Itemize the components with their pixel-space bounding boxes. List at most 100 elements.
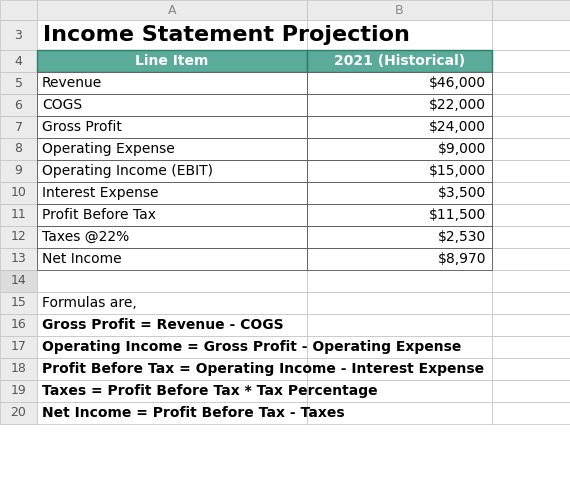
Text: Gross Profit = Revenue - COGS: Gross Profit = Revenue - COGS bbox=[42, 318, 284, 332]
Bar bbox=[37, 292, 307, 314]
Bar bbox=[37, 248, 307, 270]
Bar bbox=[37, 160, 307, 182]
Text: Formulas are,: Formulas are, bbox=[42, 296, 137, 310]
Bar bbox=[37, 20, 307, 50]
Bar bbox=[37, 204, 307, 226]
Bar bbox=[307, 138, 492, 160]
Bar bbox=[492, 358, 570, 380]
Bar bbox=[0, 138, 37, 160]
Bar bbox=[492, 116, 570, 138]
Text: $11,500: $11,500 bbox=[429, 208, 486, 222]
Bar bbox=[37, 182, 307, 204]
Bar bbox=[307, 270, 492, 292]
Bar bbox=[307, 0, 492, 20]
Bar bbox=[492, 402, 570, 424]
Text: 6: 6 bbox=[15, 98, 22, 111]
Text: $3,500: $3,500 bbox=[438, 186, 486, 200]
Bar bbox=[492, 0, 570, 20]
Bar bbox=[307, 50, 492, 72]
Text: $9,000: $9,000 bbox=[438, 142, 486, 156]
Bar bbox=[307, 402, 492, 424]
Bar bbox=[307, 314, 492, 336]
Bar bbox=[307, 292, 492, 314]
Bar bbox=[37, 248, 307, 270]
Bar bbox=[0, 182, 37, 204]
Bar bbox=[307, 72, 492, 94]
Text: Interest Expense: Interest Expense bbox=[42, 186, 158, 200]
Text: 11: 11 bbox=[11, 209, 26, 222]
Bar bbox=[0, 204, 37, 226]
Bar bbox=[37, 270, 307, 292]
Text: Operating Expense: Operating Expense bbox=[42, 142, 175, 156]
Text: Operating Income (EBIT): Operating Income (EBIT) bbox=[42, 164, 213, 178]
Bar bbox=[37, 116, 307, 138]
Bar bbox=[492, 72, 570, 94]
Text: B: B bbox=[395, 3, 404, 16]
Bar bbox=[307, 72, 492, 94]
Bar bbox=[37, 314, 307, 336]
Bar bbox=[0, 248, 37, 270]
Text: 17: 17 bbox=[11, 340, 26, 353]
Bar bbox=[0, 292, 37, 314]
Text: 8: 8 bbox=[14, 143, 22, 156]
Bar bbox=[37, 72, 307, 94]
Text: $24,000: $24,000 bbox=[429, 120, 486, 134]
Bar bbox=[37, 358, 307, 380]
Bar bbox=[492, 226, 570, 248]
Bar bbox=[37, 0, 307, 20]
Bar bbox=[307, 20, 492, 50]
Text: Taxes = Profit Before Tax * Tax Percentage: Taxes = Profit Before Tax * Tax Percenta… bbox=[42, 384, 377, 398]
Bar bbox=[0, 402, 37, 424]
Bar bbox=[37, 138, 307, 160]
Bar bbox=[307, 248, 492, 270]
Text: 16: 16 bbox=[11, 318, 26, 331]
Bar bbox=[37, 138, 307, 160]
Text: COGS: COGS bbox=[42, 98, 82, 112]
Bar bbox=[307, 248, 492, 270]
Bar bbox=[492, 94, 570, 116]
Text: 9: 9 bbox=[15, 165, 22, 178]
Text: Line Item: Line Item bbox=[135, 54, 209, 68]
Bar bbox=[307, 50, 492, 72]
Text: Net Income: Net Income bbox=[42, 252, 121, 266]
Bar bbox=[492, 336, 570, 358]
Bar bbox=[0, 380, 37, 402]
Bar bbox=[307, 204, 492, 226]
Text: Income Statement Projection: Income Statement Projection bbox=[43, 25, 410, 45]
Bar bbox=[307, 182, 492, 204]
Bar bbox=[307, 160, 492, 182]
Bar bbox=[37, 50, 307, 72]
Text: Gross Profit: Gross Profit bbox=[42, 120, 122, 134]
Bar bbox=[0, 336, 37, 358]
Bar bbox=[307, 138, 492, 160]
Bar bbox=[0, 160, 37, 182]
Bar bbox=[0, 94, 37, 116]
Text: Operating Income = Gross Profit - Operating Expense: Operating Income = Gross Profit - Operat… bbox=[42, 340, 461, 354]
Text: 14: 14 bbox=[11, 274, 26, 287]
Bar bbox=[37, 380, 307, 402]
Text: Revenue: Revenue bbox=[42, 76, 102, 90]
Bar bbox=[37, 226, 307, 248]
Text: 15: 15 bbox=[11, 296, 26, 309]
Bar bbox=[0, 270, 37, 292]
Text: Taxes @22%: Taxes @22% bbox=[42, 230, 129, 244]
Bar bbox=[307, 160, 492, 182]
Bar bbox=[492, 20, 570, 50]
Bar bbox=[37, 402, 307, 424]
Text: $46,000: $46,000 bbox=[429, 76, 486, 90]
Bar bbox=[492, 380, 570, 402]
Bar bbox=[37, 226, 307, 248]
Text: 20: 20 bbox=[11, 407, 26, 420]
Bar bbox=[307, 116, 492, 138]
Text: $15,000: $15,000 bbox=[429, 164, 486, 178]
Bar bbox=[37, 160, 307, 182]
Bar bbox=[37, 182, 307, 204]
Text: Profit Before Tax: Profit Before Tax bbox=[42, 208, 156, 222]
Text: 13: 13 bbox=[11, 252, 26, 265]
Bar bbox=[492, 270, 570, 292]
Bar bbox=[492, 182, 570, 204]
Bar bbox=[492, 248, 570, 270]
Bar bbox=[307, 358, 492, 380]
Text: 2021 (Historical): 2021 (Historical) bbox=[334, 54, 465, 68]
Text: $2,530: $2,530 bbox=[438, 230, 486, 244]
